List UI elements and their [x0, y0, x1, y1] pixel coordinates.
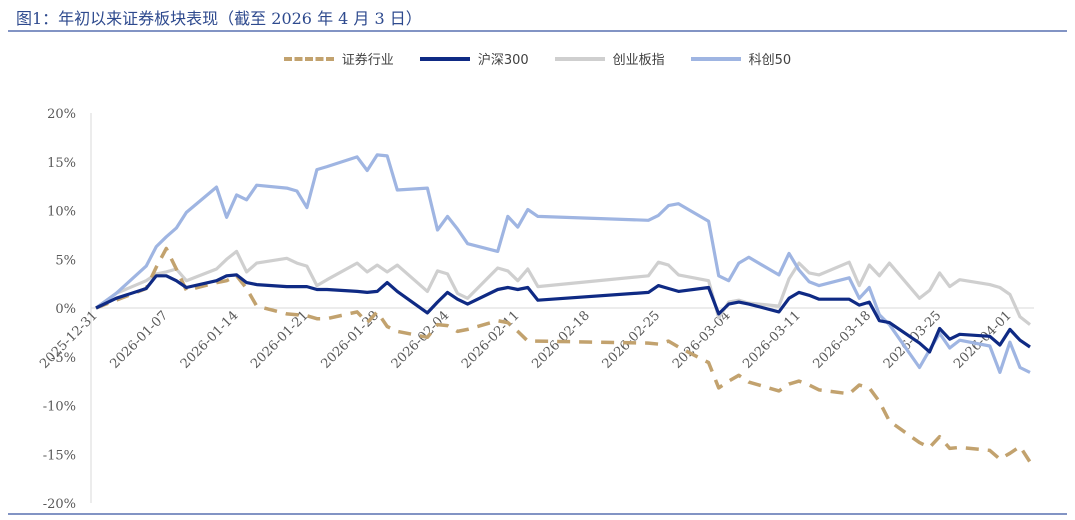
x-tick-label: 2026-01-07	[108, 308, 172, 372]
legend-swatch-star50	[690, 56, 741, 61]
legend-swatch-securities	[283, 56, 334, 61]
series-chinext-line	[95, 249, 1031, 326]
y-tick-label: 0%	[55, 302, 76, 317]
y-tick-label: 5%	[55, 253, 76, 268]
chart-series-layer	[95, 153, 1032, 463]
legend-item-chinext: 创业板指	[554, 49, 665, 68]
x-tick-label: 2026-02-11	[459, 308, 523, 372]
series-star50-line	[95, 153, 1031, 374]
chart-title: 图1：年初以来证券板块表现（截至 2026 年 4 月 3 日）	[16, 9, 422, 28]
chart-legend: 证券行业 沪深300 创业板指 科创50	[0, 49, 1075, 68]
legend-item-securities: 证券行业	[283, 49, 394, 68]
chart-axes: 20%15%10%5%0%-5%-10%-15%-20%2025-12-31 20…	[37, 107, 1034, 512]
x-tick-label: 2026-03-18	[811, 308, 875, 372]
legend-item-hs300: 沪深300	[419, 49, 529, 68]
y-tick-label: -20%	[43, 497, 76, 512]
y-tick-label: 10%	[47, 205, 76, 220]
y-tick-label: 20%	[47, 107, 76, 122]
y-tick-label: -5%	[51, 351, 76, 366]
legend-label-chinext: 创业板指	[612, 53, 665, 68]
y-tick-label: 15%	[47, 156, 76, 171]
x-tick-label: 2026-02-04	[389, 308, 453, 372]
legend-label-hs300: 沪深300	[477, 53, 529, 68]
top-rule	[8, 30, 1067, 32]
y-tick-label: -15%	[43, 448, 76, 463]
x-tick-label: 2026-03-11	[740, 308, 804, 372]
legend-label-securities: 证券行业	[341, 53, 394, 68]
legend-swatch-chinext	[554, 56, 605, 61]
x-tick-label: 2026-01-14	[178, 308, 242, 372]
y-tick-label: -10%	[43, 400, 76, 415]
x-tick-label: 2026-01-21	[248, 308, 312, 372]
x-tick-label: 2026-02-25	[600, 308, 664, 372]
series-hs300-line	[95, 273, 1031, 354]
x-tick-label: 2026-03-04	[670, 308, 734, 372]
legend-item-star50: 科创50	[690, 49, 792, 68]
bottom-rule	[8, 513, 1067, 515]
legend-label-star50: 科创50	[748, 53, 792, 68]
legend-swatch-hs300	[419, 56, 470, 61]
